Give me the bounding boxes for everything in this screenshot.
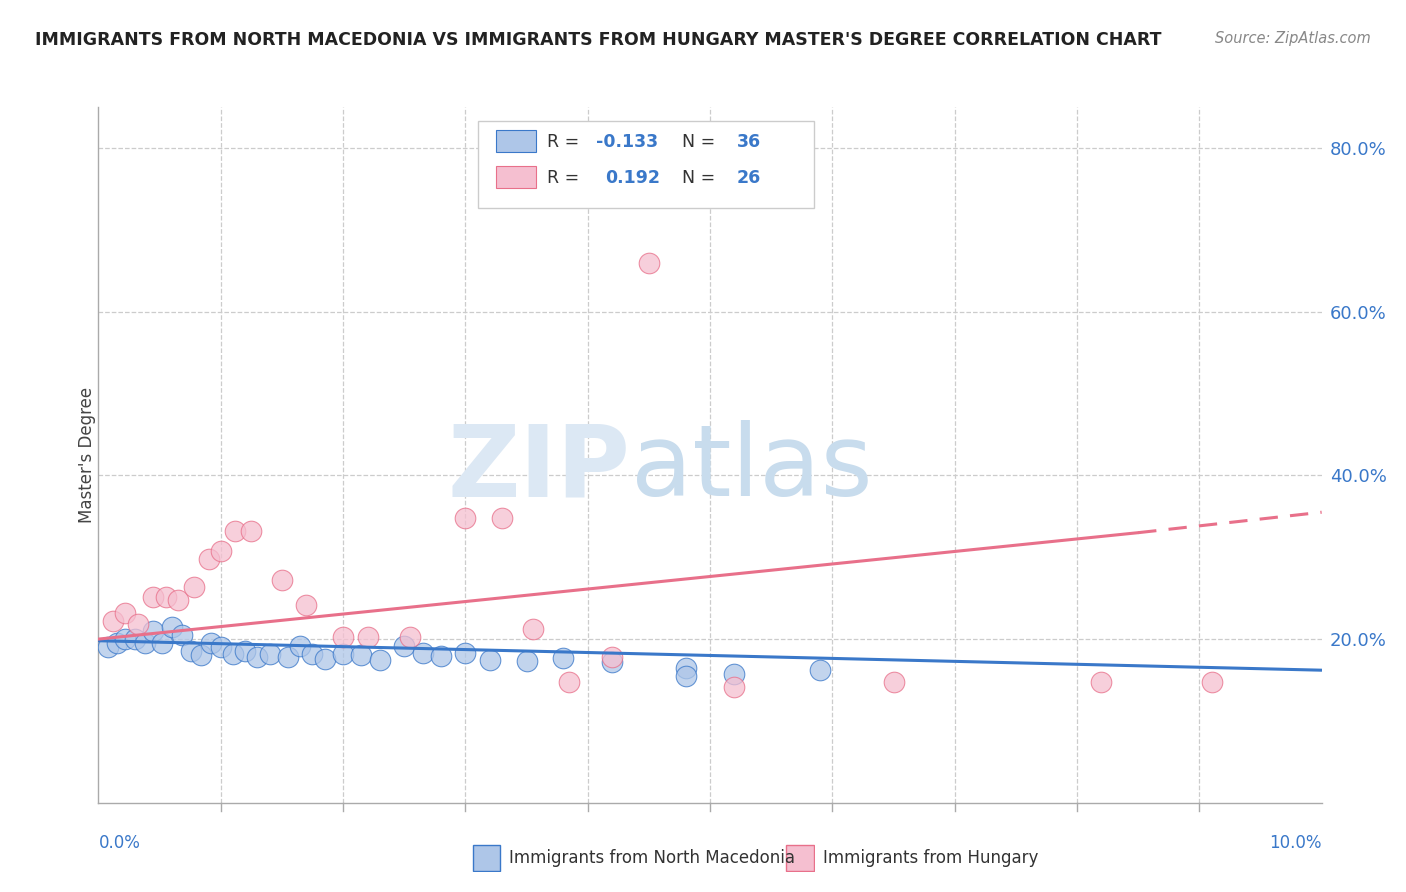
Point: [301, 647, 323, 661]
Point: [124, 632, 146, 646]
Text: N =: N =: [682, 133, 721, 151]
Point: [1201, 674, 1223, 689]
Point: [170, 628, 193, 642]
Point: [150, 636, 173, 650]
Point: [290, 639, 312, 653]
Point: [675, 661, 697, 675]
Point: [399, 631, 422, 645]
Point: [160, 620, 183, 634]
Point: [454, 511, 477, 525]
Text: R =: R =: [547, 169, 591, 187]
Point: [209, 543, 232, 558]
Text: atlas: atlas: [630, 420, 872, 517]
Point: [600, 650, 623, 665]
Point: [114, 632, 136, 646]
Point: [233, 644, 256, 658]
Point: [478, 652, 501, 666]
Point: [883, 674, 905, 689]
Point: [356, 631, 378, 645]
Point: [1090, 674, 1112, 689]
Text: Immigrants from Hungary: Immigrants from Hungary: [823, 849, 1038, 867]
Text: Immigrants from North Macedonia: Immigrants from North Macedonia: [509, 849, 794, 867]
Point: [167, 592, 190, 607]
Point: [142, 624, 165, 638]
Point: [454, 646, 477, 660]
Point: [200, 636, 222, 650]
Point: [553, 651, 575, 665]
Point: [180, 644, 202, 658]
Point: [142, 590, 165, 604]
Point: [155, 590, 177, 604]
Point: [259, 647, 281, 661]
Point: [224, 524, 246, 538]
Text: ZIP: ZIP: [447, 420, 630, 517]
Text: R =: R =: [547, 133, 585, 151]
Y-axis label: Master's Degree: Master's Degree: [79, 387, 96, 523]
Point: [637, 255, 661, 269]
Point: [127, 617, 149, 632]
Point: [392, 639, 416, 653]
Point: [295, 598, 318, 612]
Point: [332, 647, 354, 661]
Point: [522, 622, 544, 636]
Point: [209, 640, 232, 655]
Point: [412, 646, 434, 660]
Text: 0.192: 0.192: [605, 169, 659, 187]
Point: [808, 663, 831, 677]
Point: [368, 652, 391, 666]
Point: [600, 655, 623, 669]
Point: [183, 580, 205, 594]
Point: [190, 648, 212, 663]
Point: [222, 647, 245, 661]
FancyBboxPatch shape: [478, 121, 814, 208]
Point: [101, 614, 124, 628]
Point: [723, 680, 745, 694]
FancyBboxPatch shape: [496, 130, 536, 153]
Point: [97, 640, 120, 655]
Point: [350, 648, 373, 663]
Point: [277, 650, 299, 665]
Point: [105, 636, 128, 650]
Point: [675, 669, 697, 683]
Text: 26: 26: [737, 169, 761, 187]
Point: [516, 654, 538, 668]
Point: [270, 573, 292, 587]
FancyBboxPatch shape: [496, 166, 536, 188]
Text: Source: ZipAtlas.com: Source: ZipAtlas.com: [1215, 31, 1371, 46]
Text: 10.0%: 10.0%: [1270, 834, 1322, 852]
Point: [197, 552, 219, 566]
Text: 0.0%: 0.0%: [98, 834, 141, 852]
Point: [430, 649, 453, 664]
Point: [246, 650, 269, 665]
Text: -0.133: -0.133: [596, 133, 658, 151]
Point: [134, 636, 156, 650]
Point: [558, 674, 581, 689]
Point: [332, 631, 354, 645]
Point: [114, 606, 136, 620]
Point: [240, 524, 263, 538]
Text: 36: 36: [737, 133, 761, 151]
Text: IMMIGRANTS FROM NORTH MACEDONIA VS IMMIGRANTS FROM HUNGARY MASTER'S DEGREE CORRE: IMMIGRANTS FROM NORTH MACEDONIA VS IMMIG…: [35, 31, 1161, 49]
Point: [723, 667, 745, 681]
Point: [491, 511, 513, 525]
Text: N =: N =: [682, 169, 721, 187]
Point: [314, 651, 336, 665]
